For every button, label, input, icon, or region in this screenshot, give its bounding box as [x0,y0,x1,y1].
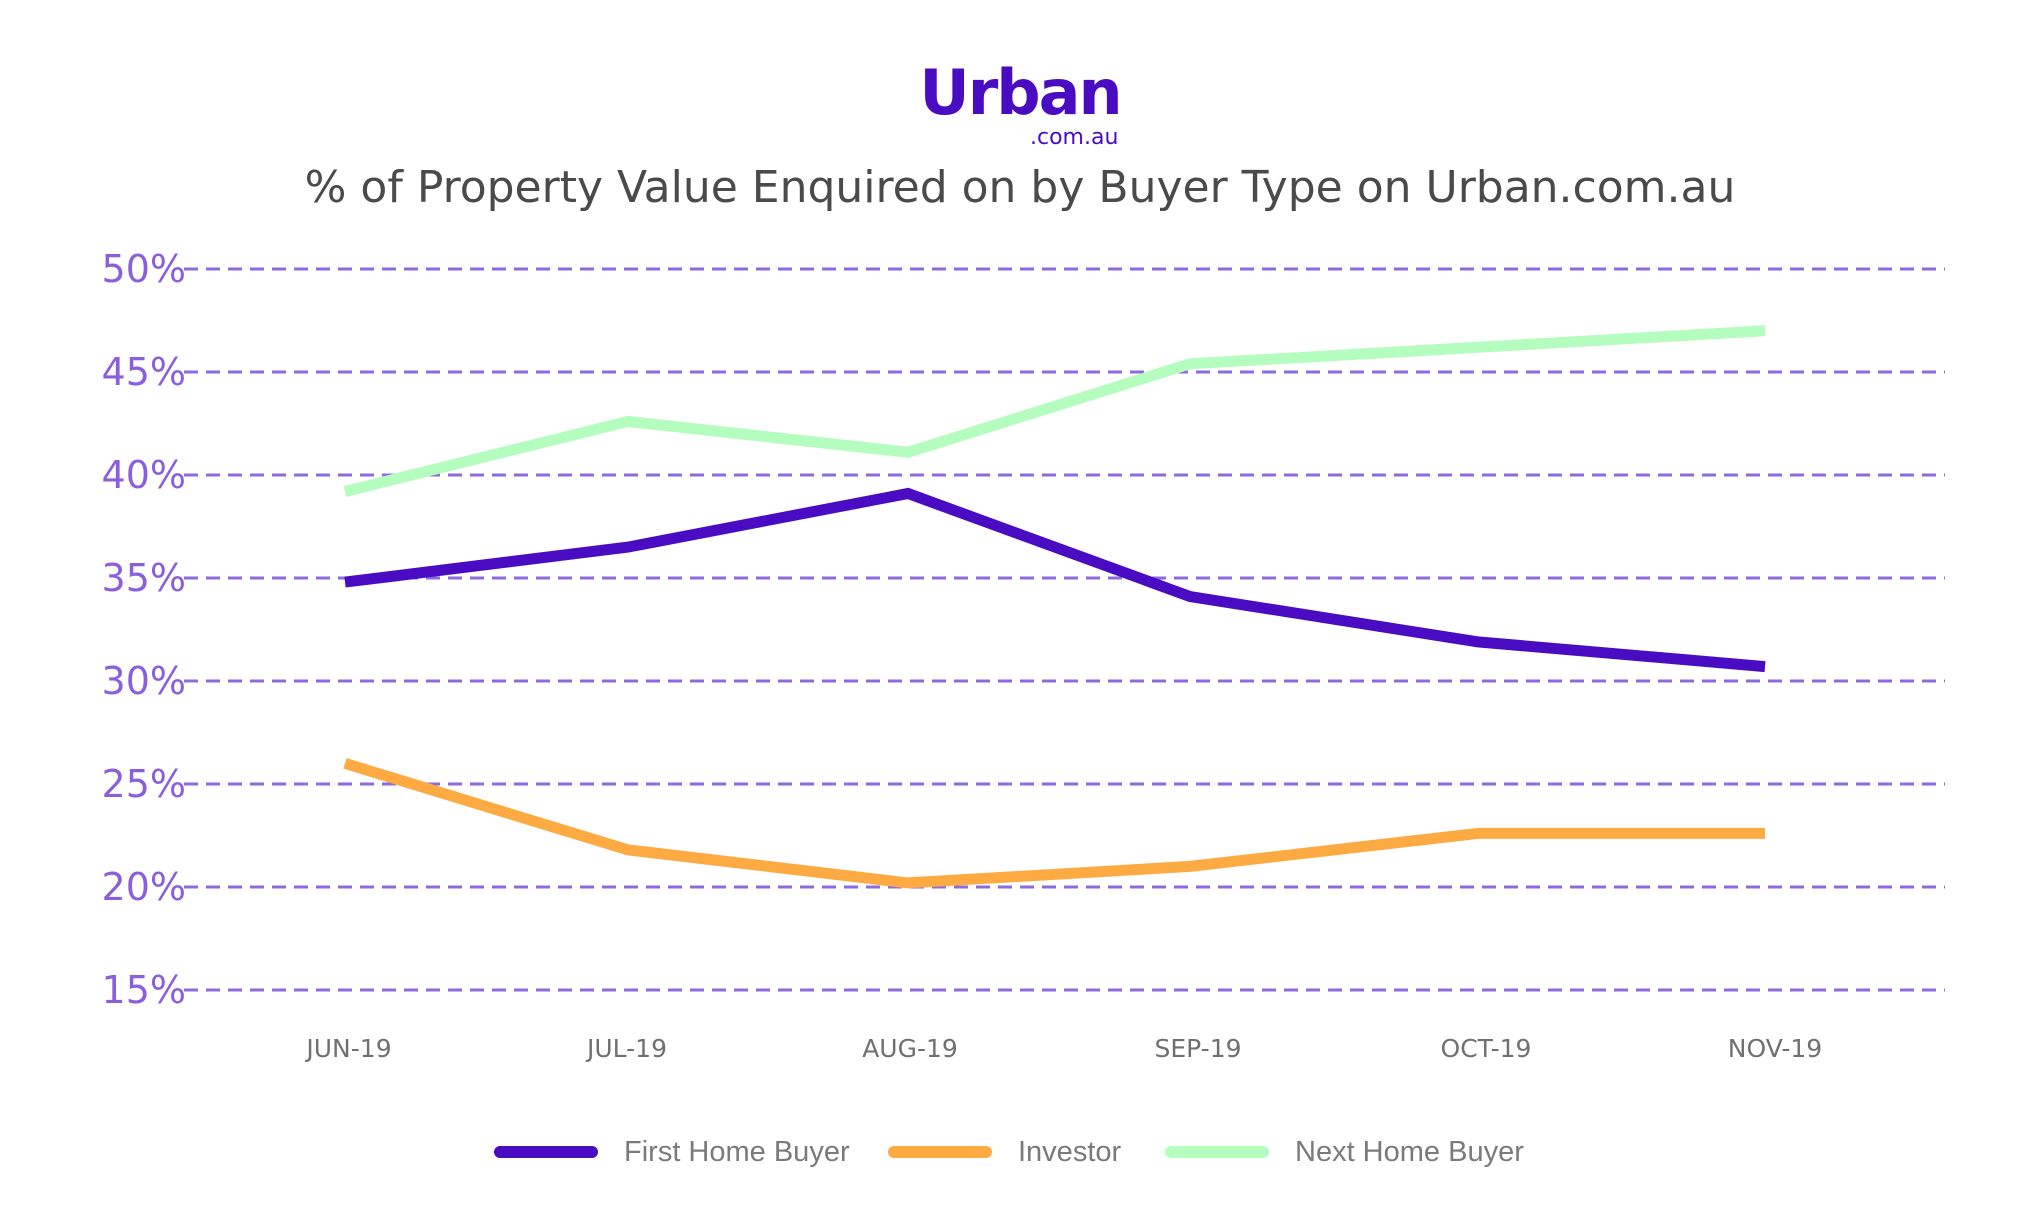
y-tick-label: 15% [102,968,186,1012]
x-tick-label: JUL-19 [585,1034,667,1063]
logo-wordmark: Urban [919,56,1122,129]
series-line-next-home-buyer[interactable] [343,325,1766,497]
legend-swatch-first-home-buyer [494,1146,598,1158]
logo-domain: .com.au [1030,125,1119,150]
y-tick-label: 50% [102,247,186,291]
urban-logo: Urban .com.au [0,56,2040,150]
legend-item-first-home-buyer[interactable]: First Home Buyer [494,1130,850,1174]
x-tick-label: NOV-19 [1728,1034,1822,1063]
series-line-first-home-buyer[interactable] [344,487,1766,673]
x-tick-label: OCT-19 [1441,1034,1532,1063]
legend-label: Next Home Buyer [1295,1135,1524,1168]
x-tick-label: JUN-19 [304,1034,391,1063]
y-tick-label: 25% [102,762,186,806]
series-line-investor[interactable] [343,758,1765,889]
legend-label: Investor [1018,1135,1122,1168]
legend-swatch-investor [888,1146,992,1158]
chart-title: % of Property Value Enquired on by Buyer… [304,162,1736,213]
x-axis-labels: JUN-19 JUL-19 AUG-19 SEP-19 OCT-19 NOV-19 [304,1034,1822,1063]
y-tick-label: 35% [102,556,186,600]
x-tick-label: SEP-19 [1154,1034,1241,1063]
gridlines [184,267,1945,992]
series-lines [343,325,1766,889]
y-tick-label: 30% [102,659,186,703]
legend-swatch-next-home-buyer [1165,1146,1269,1158]
x-tick-label: AUG-19 [862,1034,958,1063]
legend-item-investor[interactable]: Investor [888,1130,1121,1174]
legend-label: First Home Buyer [624,1135,850,1168]
y-tick-label: 20% [102,865,186,909]
y-axis-labels: 50% 45% 40% 35% 30% 25% 20% 15% [102,247,186,1012]
y-tick-label: 45% [102,350,186,394]
legend-item-next-home-buyer[interactable]: Next Home Buyer [1165,1130,1524,1174]
legend: First Home Buyer Investor Next Home Buye… [0,1130,2040,1174]
y-tick-label: 40% [102,453,186,497]
